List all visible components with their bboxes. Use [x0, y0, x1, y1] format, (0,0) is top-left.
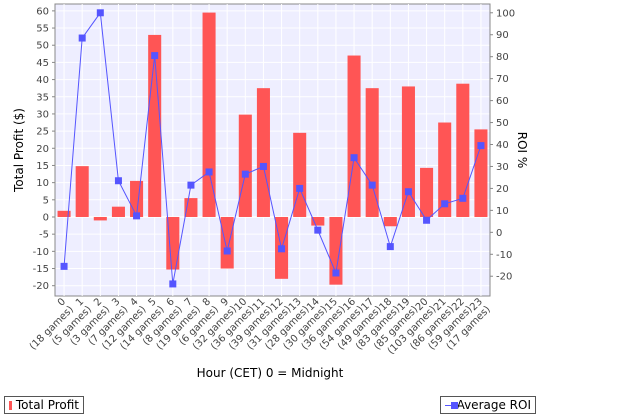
tick-label: 20	[496, 184, 509, 195]
point	[60, 262, 68, 270]
tick-label: 40	[36, 75, 49, 86]
bar	[220, 216, 234, 269]
tick-label: 5	[43, 195, 49, 206]
tick-label: 50	[496, 118, 509, 129]
bar	[329, 216, 343, 285]
y-axis-right-title: ROI %	[515, 132, 529, 169]
point	[187, 181, 195, 189]
tick-label: -15	[33, 264, 49, 275]
tick-label: 10	[496, 206, 509, 217]
bar	[75, 166, 89, 217]
bar	[148, 34, 162, 217]
tick-label: 0	[496, 228, 502, 239]
line-series	[60, 9, 485, 288]
point	[78, 34, 86, 42]
tick-label: 90	[496, 30, 509, 41]
point	[241, 170, 249, 178]
tick-label: 70	[496, 74, 509, 85]
bar	[111, 206, 125, 217]
bar	[347, 55, 361, 217]
left-axis: -20 -15 -10 -5 0 5 10 15 20 25 30 35 40 45 50 55 60	[33, 4, 56, 296]
gridlines	[55, 4, 490, 296]
right-axis: -20 -10 0 10 20 30 40 50 60 70 80 90 100	[489, 4, 515, 296]
point	[386, 243, 394, 251]
tick-label: -20	[33, 281, 49, 292]
point	[133, 212, 141, 220]
bar	[93, 216, 107, 221]
bar	[202, 12, 216, 217]
tick-label: 35	[36, 92, 49, 103]
point	[151, 52, 159, 60]
point	[296, 184, 304, 192]
x-axis: 0(18 games)1(5 games)2(3 games)3(7 games…	[28, 296, 493, 357]
tick-label: 25	[36, 127, 49, 138]
point	[350, 154, 358, 162]
bar	[401, 86, 415, 217]
legend-average-roi: Average ROI	[440, 396, 536, 414]
point	[259, 162, 267, 170]
tick-label: -10	[496, 250, 512, 261]
tick-label: 45	[36, 58, 49, 69]
point	[368, 181, 376, 189]
tick-label: 60	[496, 96, 509, 107]
bar	[238, 114, 252, 217]
bar	[438, 122, 452, 217]
tick-label: 0	[43, 212, 49, 223]
bar	[365, 88, 379, 217]
tick-label: 20	[36, 144, 49, 155]
bar	[474, 129, 488, 217]
legend-label: Total Profit	[15, 398, 79, 412]
line-swatch-icon	[445, 401, 458, 410]
tick-label: -5	[39, 230, 49, 241]
point	[441, 200, 449, 208]
bar	[166, 216, 180, 270]
point	[205, 168, 213, 176]
tick-label: 80	[496, 52, 509, 63]
tick-label: 55	[36, 24, 49, 35]
point	[404, 188, 412, 196]
point	[114, 177, 122, 185]
bar	[57, 210, 71, 217]
bar	[256, 88, 270, 217]
tick-label: -20	[496, 272, 512, 283]
point	[459, 194, 467, 202]
y-axis-left-title: Total Profit ($)	[12, 108, 26, 193]
point	[223, 247, 231, 255]
legend-total-profit: Total Profit	[4, 396, 84, 414]
legend-label: Average ROI	[456, 398, 531, 412]
bar	[383, 216, 397, 227]
tick-label: 10	[36, 178, 49, 189]
tick-label: -10	[33, 247, 49, 258]
tick-label: 15	[36, 161, 49, 172]
bar-swatch-icon	[9, 400, 12, 410]
point	[96, 9, 104, 17]
roi-line-path	[63, 11, 482, 285]
tick-label: 40	[496, 140, 509, 151]
point	[332, 269, 340, 277]
point	[423, 216, 431, 224]
plot-area	[54, 3, 491, 297]
point	[169, 280, 177, 288]
point	[314, 226, 322, 234]
tick-label: 30	[36, 109, 49, 120]
tick-label: 100	[496, 8, 515, 19]
bar	[311, 216, 325, 226]
bar	[420, 167, 434, 217]
tick-label: 60	[36, 6, 49, 17]
x-axis-title: Hour (CET) 0 = Midnight	[197, 366, 344, 380]
point	[278, 245, 286, 253]
point	[477, 142, 485, 150]
bar	[456, 83, 470, 217]
tick-label: 30	[496, 162, 509, 173]
tick-label: 50	[36, 41, 49, 52]
